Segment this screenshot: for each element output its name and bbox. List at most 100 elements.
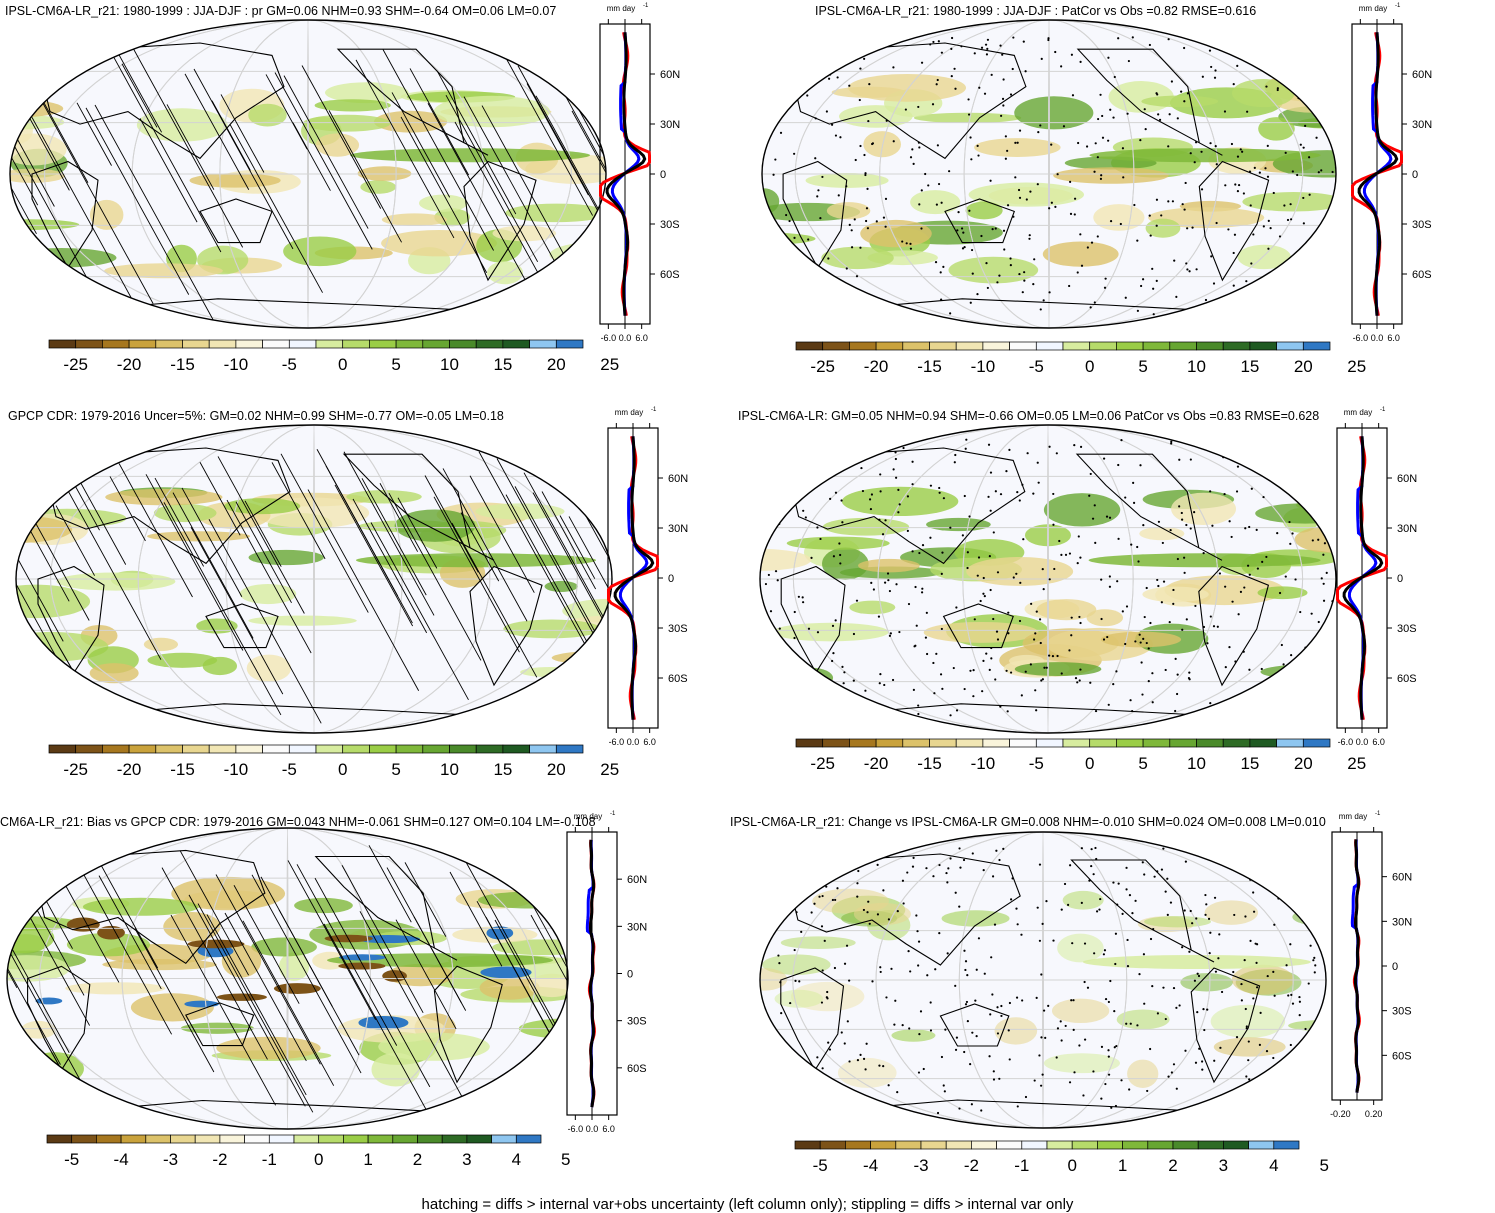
- stipple-dot: [793, 152, 796, 155]
- stipple-dot: [855, 599, 859, 602]
- stipple-dot: [1248, 668, 1251, 671]
- stipple-dot: [1034, 689, 1037, 692]
- stipple-dot: [1172, 588, 1175, 592]
- stipple-dot: [1107, 1049, 1110, 1052]
- stipple-dot: [1273, 923, 1276, 926]
- colorbar-swatch: [48, 339, 77, 349]
- x-tick-label: 6.0: [602, 1124, 615, 1134]
- hatch-line: [460, 512, 500, 582]
- map-outline: [9, 19, 607, 329]
- stipple-dot: [1250, 262, 1253, 265]
- stipple-dot: [963, 1050, 966, 1054]
- colorbar-swatch: [1062, 341, 1091, 351]
- stipple-dot: [917, 964, 920, 967]
- colorbar-swatch: [1169, 341, 1197, 351]
- x-tick-label: -6.0: [601, 333, 617, 343]
- stipple-dot: [797, 595, 800, 598]
- hatch-line: [301, 65, 382, 209]
- stipple-dot: [955, 1036, 958, 1039]
- precip-anomaly-region: [1057, 933, 1104, 963]
- stipple-dot: [960, 227, 964, 230]
- stipple-dot: [1060, 65, 1063, 68]
- stipple-dot: [1018, 499, 1021, 502]
- stipple-dot: [790, 904, 793, 907]
- stipple-dot: [1155, 198, 1159, 201]
- stipple-dot: [1181, 203, 1184, 206]
- x-tick-label: -6.0: [609, 737, 625, 747]
- colorbar-swatch: [1116, 738, 1144, 748]
- precip-anomaly-region: [1141, 95, 1219, 108]
- stipple-dot: [1317, 171, 1320, 174]
- stipple-dot: [929, 536, 932, 539]
- stipple-dot: [1302, 477, 1306, 480]
- precip-anomaly-region: [1145, 218, 1181, 238]
- stipple-dot: [893, 1023, 896, 1026]
- stipple-dot: [1281, 1092, 1284, 1096]
- hatch-line: [229, 124, 323, 293]
- stipple-dot: [1035, 996, 1038, 999]
- stipple-dot: [852, 679, 855, 682]
- stipple-dot: [1047, 1004, 1050, 1007]
- colorbar-swatch: [819, 1140, 846, 1150]
- precip-anomaly-region: [10, 219, 80, 230]
- stipple-dot: [934, 261, 938, 264]
- stipple-dot: [1265, 1050, 1269, 1053]
- hatch-line: [334, 484, 414, 627]
- colorbar-swatch: [48, 744, 77, 754]
- hatch-line: [278, 909, 360, 1056]
- stipple-dot: [879, 473, 882, 476]
- colorbar-label: -20: [864, 357, 889, 376]
- stipple-dot: [935, 203, 938, 206]
- stipple-dot: [859, 67, 862, 70]
- stipple-dot: [1115, 1044, 1118, 1048]
- colorbar-label: -5: [282, 760, 297, 779]
- hatch-line: [26, 911, 90, 1026]
- hatch-line: [166, 104, 215, 190]
- stipple-dot: [1078, 615, 1081, 619]
- stipple-dot: [824, 35, 827, 38]
- x-tick-label: 0.0: [586, 1124, 599, 1134]
- stipple-dot: [796, 865, 799, 868]
- stipple-dot: [1255, 961, 1258, 964]
- stipple-dot: [901, 240, 904, 243]
- stipple-dot: [973, 618, 976, 621]
- colorbar-label: -15: [170, 355, 195, 374]
- hatch-line: [217, 456, 305, 614]
- colorbar-swatch: [262, 339, 290, 349]
- hatch-line: [16, 465, 20, 547]
- stipple-dot: [1088, 879, 1091, 882]
- hatch-line: [233, 885, 300, 1004]
- colorbar-swatch: [1062, 738, 1091, 748]
- stipple-dot: [1210, 255, 1213, 258]
- stipple-dot: [801, 596, 804, 599]
- stipple-dot: [1113, 1010, 1116, 1013]
- precip-anomaly-region: [130, 993, 214, 1022]
- profile-unit: mm day: [607, 4, 635, 13]
- meridian: [39, 828, 536, 1129]
- stipple-dot: [1233, 233, 1237, 236]
- stipple-dot: [1317, 620, 1320, 624]
- colorbar-swatch: [422, 744, 450, 754]
- stipple-dot: [1288, 267, 1292, 270]
- hatch-line: [170, 914, 277, 1106]
- colorbar-swatch: [555, 744, 584, 754]
- colorbar-swatch: [502, 744, 530, 754]
- stipple-dot: [1196, 1011, 1199, 1014]
- hatch-line: [433, 496, 520, 653]
- stipple-dot: [807, 853, 810, 857]
- colorbar-label: -5: [282, 355, 297, 374]
- stipple-dot: [1115, 670, 1118, 673]
- stipple-dot: [770, 297, 774, 300]
- stipple-dot: [1191, 922, 1194, 925]
- stipple-dot: [1030, 602, 1033, 605]
- colorbar-swatch: [1021, 1140, 1048, 1150]
- stipple-dot: [1289, 1043, 1292, 1047]
- stipple-dot: [999, 705, 1002, 708]
- colorbar-swatch: [102, 339, 130, 349]
- stipple-dot: [1096, 235, 1099, 238]
- colorbar-swatch: [293, 1134, 320, 1144]
- colorbar-label: -1: [1014, 1156, 1029, 1175]
- y-tick-label: 0: [1412, 169, 1418, 181]
- precip-anomaly-region: [394, 509, 476, 542]
